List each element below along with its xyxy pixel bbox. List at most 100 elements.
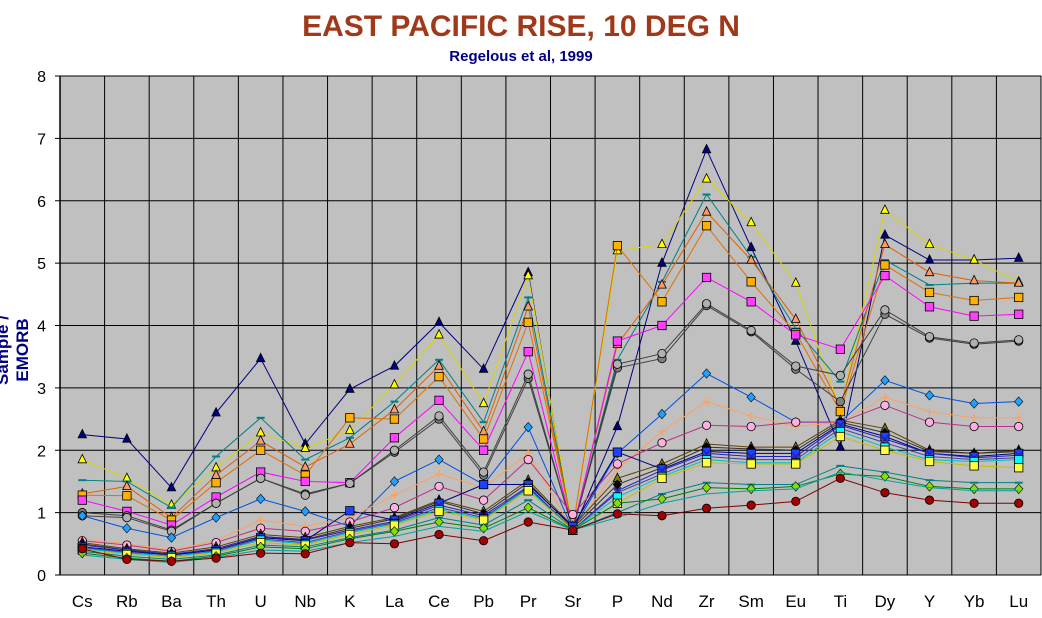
data-point [434, 359, 444, 370]
data-point [166, 481, 177, 492]
data-point [255, 352, 266, 363]
data-point [1014, 463, 1024, 473]
data-point [300, 442, 311, 452]
data-point [1014, 309, 1024, 319]
data-point [344, 424, 355, 434]
data-point [389, 378, 400, 389]
data-point [479, 445, 489, 455]
x-tick-label: K [344, 592, 356, 611]
series-21 [77, 473, 1024, 566]
y-tick-label: 1 [37, 506, 46, 523]
data-point [746, 483, 756, 495]
data-point [657, 408, 667, 420]
data-point [657, 297, 667, 307]
data-point [969, 398, 979, 409]
data-point [389, 445, 400, 455]
data-point [657, 320, 667, 331]
data-point [746, 277, 756, 287]
data-point [523, 269, 534, 280]
x-tick-label: Rb [116, 592, 138, 611]
data-point [835, 431, 845, 442]
data-point [1013, 276, 1024, 287]
data-point [211, 512, 221, 523]
data-point [747, 411, 756, 420]
data-point [434, 411, 444, 421]
x-tick-label: Eu [785, 592, 806, 611]
data-point [389, 539, 400, 549]
y-tick-label: 3 [37, 381, 46, 398]
data-point [969, 311, 979, 321]
data-point [256, 493, 266, 505]
data-point [122, 480, 132, 491]
data-point [479, 536, 489, 546]
y-tick-label: 4 [37, 319, 46, 336]
data-point [479, 495, 489, 505]
data-point [1013, 252, 1024, 262]
data-point [835, 473, 845, 483]
series-line [82, 372, 1019, 539]
data-point [211, 498, 221, 508]
data-point [657, 511, 667, 521]
data-point [122, 523, 132, 534]
x-tick-label: Sr [564, 592, 581, 611]
data-point [122, 513, 132, 523]
data-point [389, 433, 400, 443]
series-line [82, 396, 1019, 551]
x-tick-label: Yb [964, 592, 985, 611]
series-4 [77, 221, 1024, 533]
data-point [256, 548, 266, 558]
data-point [523, 300, 534, 311]
data-point [434, 372, 444, 382]
data-point [256, 516, 265, 525]
x-tick-label: Nd [651, 592, 673, 611]
data-point [880, 204, 890, 214]
data-point [969, 421, 979, 432]
data-point [568, 525, 578, 535]
data-point [924, 390, 935, 401]
data-point [1014, 292, 1024, 303]
data-point [211, 406, 221, 417]
data-point [479, 434, 489, 444]
data-point [657, 438, 667, 448]
data-point [880, 260, 890, 270]
data-point [791, 496, 801, 506]
data-point [389, 414, 400, 424]
data-point [924, 417, 935, 427]
data-point [1014, 396, 1024, 407]
data-point [344, 383, 355, 393]
data-point [835, 441, 846, 451]
data-point [390, 491, 399, 500]
series-line [82, 178, 1019, 529]
data-point [880, 488, 890, 498]
data-point [300, 549, 310, 559]
data-point [791, 330, 801, 340]
data-point [746, 459, 756, 469]
series-line [82, 193, 1019, 531]
data-point [389, 359, 400, 370]
data-point [969, 461, 979, 471]
data-point [77, 510, 87, 521]
series-group [77, 143, 1024, 567]
data-point [746, 253, 757, 264]
data-point [523, 486, 533, 496]
series-line [82, 404, 1019, 552]
data-point [880, 431, 890, 442]
series-line [82, 435, 1019, 559]
data-point [77, 453, 88, 464]
series-20 [82, 471, 1019, 564]
data-point [924, 302, 935, 312]
series-line [82, 465, 1019, 560]
data-point [300, 460, 311, 471]
data-point [746, 325, 756, 336]
x-axis-ticks: Cs Rb Ba Th U Nb K La Ce Pb Pr Sr P Nd Zr Sm Eu Ti Dy Y Yb Lu [72, 592, 1028, 611]
data-point [345, 506, 355, 516]
data-point [746, 241, 757, 252]
data-point [746, 448, 756, 458]
data-point [300, 506, 310, 517]
data-point [434, 395, 444, 405]
data-point [969, 295, 979, 306]
x-tick-label: La [385, 592, 404, 611]
data-point [389, 503, 400, 513]
data-point [880, 445, 890, 455]
data-point [612, 359, 622, 369]
